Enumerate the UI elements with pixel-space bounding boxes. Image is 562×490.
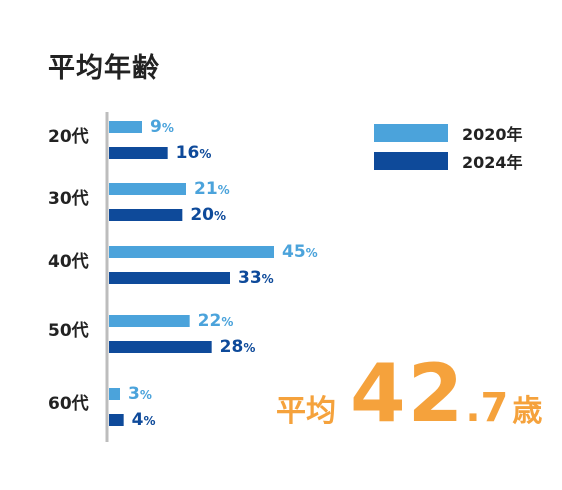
data-label: 45% bbox=[282, 242, 318, 262]
bar-2024年-30代 bbox=[109, 209, 183, 221]
data-label: 16% bbox=[176, 143, 212, 163]
data-label: 33% bbox=[238, 268, 274, 288]
data-label: 9% bbox=[150, 117, 174, 137]
bar-2020年-50代 bbox=[109, 315, 190, 327]
data-label: 4% bbox=[132, 410, 156, 430]
data-label: 22% bbox=[198, 311, 234, 331]
legend-item-2024: 2024年 bbox=[374, 149, 523, 173]
bar-2024年-20代 bbox=[109, 147, 168, 159]
average-label: 平均 bbox=[276, 394, 336, 429]
bar-2024年-60代 bbox=[109, 414, 124, 426]
legend-swatch-2020 bbox=[374, 124, 448, 142]
average-decimal: 7 bbox=[480, 385, 509, 431]
data-label: 20% bbox=[190, 205, 226, 225]
bar-2020年-30代 bbox=[109, 183, 186, 195]
category-label: 20代 bbox=[48, 126, 89, 147]
data-label: 21% bbox=[194, 179, 230, 199]
category-label: 30代 bbox=[48, 188, 89, 209]
legend-label-2024: 2024年 bbox=[462, 153, 523, 172]
chart-title: 平均年齢 bbox=[48, 53, 160, 84]
average-dot: . bbox=[465, 385, 481, 431]
average-integer: 42 bbox=[350, 347, 466, 440]
category-label: 50代 bbox=[48, 320, 89, 341]
bar-2020年-60代 bbox=[109, 388, 120, 400]
bar-2020年-40代 bbox=[109, 246, 274, 258]
legend-label-2020: 2020年 bbox=[462, 125, 523, 144]
bar-2020年-20代 bbox=[109, 121, 142, 133]
bar-2024年-50代 bbox=[109, 341, 212, 353]
bar-2024年-40代 bbox=[109, 272, 230, 284]
average-unit: 歳 bbox=[512, 394, 543, 429]
average-age: 平均 42 . 7 歳 bbox=[276, 354, 542, 444]
category-label: 40代 bbox=[48, 251, 89, 272]
legend-item-2020: 2020年 bbox=[374, 121, 523, 145]
data-label: 28% bbox=[220, 337, 256, 357]
legend-swatch-2024 bbox=[374, 152, 448, 170]
data-label: 3% bbox=[128, 384, 152, 404]
category-label: 60代 bbox=[48, 393, 89, 414]
